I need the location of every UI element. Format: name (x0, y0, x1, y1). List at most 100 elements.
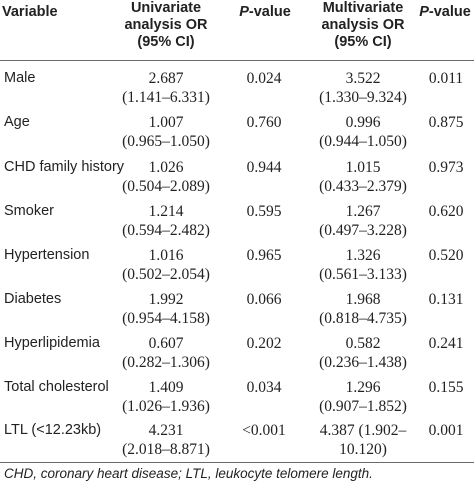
multivariate-or-cell: 3.522 (1.330–9.324) (300, 69, 426, 107)
univariate-or-cell-text: 1.992 (148, 291, 184, 308)
univariate-or-cell: 4.231 (2.018–8.871) (98, 421, 234, 459)
p-value-1-cell-text: 0.760 (246, 114, 282, 131)
table-row: Male 2.687 (1.141–6.331) 0.024 3.522 (1.330–9… (0, 65, 474, 109)
p-value-2-cell: 0.875 (418, 113, 474, 132)
p-value-2-cell: 0.011 (418, 69, 474, 88)
p-value-1-cell: 0.965 (232, 246, 296, 265)
multivariate-or-cell-text: 1.968 (345, 291, 381, 308)
row-label-text: LTL (<12.23kb) (4, 422, 102, 438)
row-label: Male (4, 69, 35, 88)
univariate-or-cell-text: (2.018–8.871) (122, 441, 210, 458)
p-value-2-cell-text: 0.520 (428, 247, 464, 264)
header-multivariate: Multivariate analysis OR (95% CI) (300, 0, 426, 51)
multivariate-or-cell-text: 0.582 (345, 335, 381, 352)
table-row: Age 1.007 (0.965–1.050) 0.760 0.996 (0.944–1.… (0, 109, 474, 153)
p-value-2-cell-text: 0.973 (428, 159, 464, 176)
p-value-1-cell-text: 0.024 (246, 70, 282, 87)
header-multivariate-line2: analysis OR (321, 17, 405, 33)
p-value-2-cell: 0.131 (418, 290, 474, 309)
p-value-1-cell-text: 0.965 (246, 247, 282, 264)
p-value-1-cell: 0.202 (232, 334, 296, 353)
header-variable-text: Variable (2, 4, 58, 20)
multivariate-or-cell: 1.968 (0.818–4.735) (300, 290, 426, 328)
multivariate-or-cell-text: 3.522 (345, 70, 381, 87)
p-value-2-cell-text: 0.001 (428, 422, 464, 439)
p-value-2-cell-text: 0.241 (428, 335, 464, 352)
table-footnote: CHD, coronary heart disease; LTL, leukoc… (4, 466, 373, 481)
multivariate-or-cell-text: (1.330–9.324) (319, 89, 407, 106)
p-value-1-cell: <0.001 (232, 421, 296, 440)
multivariate-or-cell: 0.996 (0.944–1.050) (300, 113, 426, 151)
header-univariate-line1: Univariate (130, 0, 202, 16)
p-value-2-cell: 0.155 (418, 378, 474, 397)
row-label: Total cholesterol (4, 378, 109, 397)
multivariate-or-cell-text: (0.907–1.852) (319, 398, 407, 415)
row-label: Hypertension (4, 246, 89, 265)
multivariate-or-cell: 1.296 (0.907–1.852) (300, 378, 426, 416)
row-label: Age (4, 113, 30, 132)
p-value-2-cell-text: 0.011 (428, 70, 464, 87)
multivariate-or-cell-text: (0.497–3.228) (319, 222, 407, 239)
header-variable: Variable (2, 4, 58, 21)
p-value-2-cell: 0.001 (418, 421, 474, 440)
multivariate-or-cell-text: 1.326 (345, 247, 381, 264)
p-value-2-cell-text: 0.131 (428, 291, 464, 308)
p-value-1-cell-text: 0.202 (246, 335, 282, 352)
p-value-1-cell: 0.595 (232, 202, 296, 221)
p-value-1-cell-text: 0.066 (246, 291, 282, 308)
p-value-1-cell-text: <0.001 (242, 422, 286, 439)
multivariate-or-cell-text: 1.267 (345, 203, 381, 220)
p-value-2-cell: 0.520 (418, 246, 474, 265)
row-label-text: Hyperlipidemia (4, 335, 100, 351)
header-multivariate-line1: Multivariate (322, 0, 404, 16)
bottom-rule (0, 462, 474, 463)
row-label-text: Hypertension (4, 247, 90, 263)
p-value-1-cell: 0.024 (232, 69, 296, 88)
univariate-or-cell-text: (0.965–1.050) (122, 133, 210, 150)
univariate-or-cell-text: 1.007 (148, 114, 184, 131)
table-row: Diabetes 1.992 (0.954–4.158) 0.066 1.968 (0.8… (0, 286, 474, 330)
p-value-2-cell: 0.241 (418, 334, 474, 353)
multivariate-or-cell: 0.582 (0.236–1.438) (300, 334, 426, 372)
multivariate-or-cell-text: 0.996 (345, 114, 381, 131)
header-p1-rest: -value (248, 4, 291, 20)
header-p2-rest: -value (428, 4, 471, 20)
multivariate-or-cell: 1.267 (0.497–3.228) (300, 202, 426, 240)
row-label: Diabetes (4, 290, 61, 309)
header-p-value-1: P-value (232, 4, 298, 21)
table-row: Hyperlipidemia 0.607 (0.282–1.306) 0.202 0.5… (0, 330, 474, 374)
p-value-1-cell-text: 0.944 (246, 159, 282, 176)
row-label: Smoker (4, 202, 54, 221)
univariate-or-cell-text: (1.026–1.936) (122, 398, 210, 415)
row-label-text: Age (4, 114, 30, 130)
table-row: Hypertension 1.016 (0.502–2.054) 0.965 1.326… (0, 242, 474, 286)
univariate-or-cell-text: (0.504–2.089) (122, 178, 210, 195)
p-value-1-cell: 0.066 (232, 290, 296, 309)
multivariate-or-cell-text: (0.818–4.735) (319, 310, 407, 327)
table-row: CHD family history 1.026 (0.504–2.089) 0.94… (0, 154, 474, 198)
univariate-or-cell-text: 1.026 (148, 159, 184, 176)
univariate-or-cell-text: 2.687 (148, 70, 184, 87)
multivariate-or-cell-text: (0.433–2.379) (319, 178, 407, 195)
p-value-2-cell-text: 0.620 (428, 203, 464, 220)
p-value-2-cell-text: 0.155 (428, 379, 464, 396)
row-label-text: Total cholesterol (4, 379, 109, 395)
table-row: Smoker 1.214 (0.594–2.482) 0.595 1.267 (0.497… (0, 198, 474, 242)
header-univariate-line2: analysis OR (124, 17, 208, 33)
table-row: LTL (<12.23kb) 4.231 (2.018–8.871) <0.001 4.… (0, 417, 474, 461)
row-label-text: CHD family history (4, 159, 125, 175)
header-rule (0, 60, 474, 61)
p-value-1-cell: 0.944 (232, 158, 296, 177)
multivariate-or-cell-text: 10.120) (339, 441, 387, 458)
p-value-2-cell: 0.973 (418, 158, 474, 177)
header-p1-italic: P (239, 4, 249, 20)
multivariate-or-cell-text: (0.944–1.050) (319, 133, 407, 150)
multivariate-or-cell-text: 1.015 (345, 159, 381, 176)
univariate-or-cell: 0.607 (0.282–1.306) (98, 334, 234, 372)
multivariate-or-cell-text: (0.561–3.133) (319, 266, 407, 283)
univariate-or-cell: 1.026 (0.504–2.089) (98, 158, 234, 196)
multivariate-or-cell: 4.387 (1.902– 10.120) (300, 421, 426, 459)
row-label-text: Smoker (4, 203, 54, 219)
univariate-or-cell: 1.214 (0.594–2.482) (98, 202, 234, 240)
univariate-or-cell-text: (1.141–6.331) (122, 89, 210, 106)
